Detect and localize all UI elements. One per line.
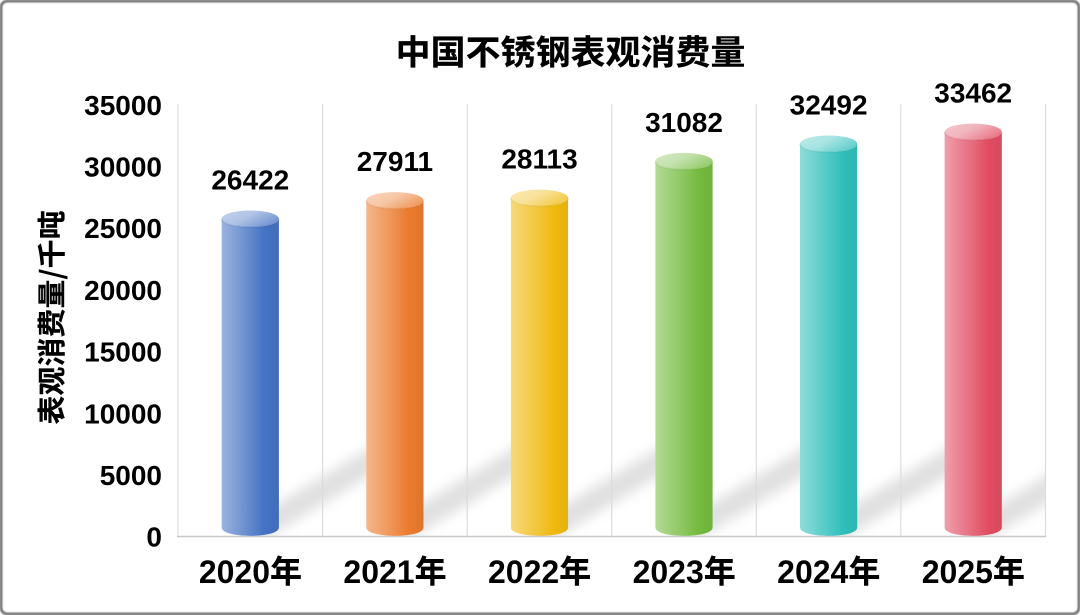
svg-text:33462: 33462 bbox=[934, 78, 1012, 109]
svg-text:2020: 2020 bbox=[199, 554, 270, 590]
svg-text:27911: 27911 bbox=[357, 146, 433, 177]
svg-text:31082: 31082 bbox=[645, 107, 723, 138]
svg-text:32492: 32492 bbox=[790, 90, 868, 121]
svg-text:25000: 25000 bbox=[84, 213, 162, 244]
svg-text:28113: 28113 bbox=[501, 144, 577, 175]
svg-text:2024: 2024 bbox=[777, 554, 848, 590]
svg-text:2025: 2025 bbox=[922, 554, 993, 590]
svg-text:10000: 10000 bbox=[84, 398, 162, 429]
svg-text:2023: 2023 bbox=[633, 554, 704, 590]
svg-text:0: 0 bbox=[146, 522, 162, 553]
svg-text:15000: 15000 bbox=[84, 337, 162, 368]
svg-text:30000: 30000 bbox=[84, 152, 162, 183]
svg-text:5000: 5000 bbox=[100, 460, 162, 491]
svg-text:35000: 35000 bbox=[84, 90, 162, 121]
svg-text:2021: 2021 bbox=[343, 554, 414, 590]
svg-text:2022: 2022 bbox=[488, 554, 559, 590]
svg-text:20000: 20000 bbox=[84, 275, 162, 306]
svg-text:26422: 26422 bbox=[211, 165, 289, 196]
